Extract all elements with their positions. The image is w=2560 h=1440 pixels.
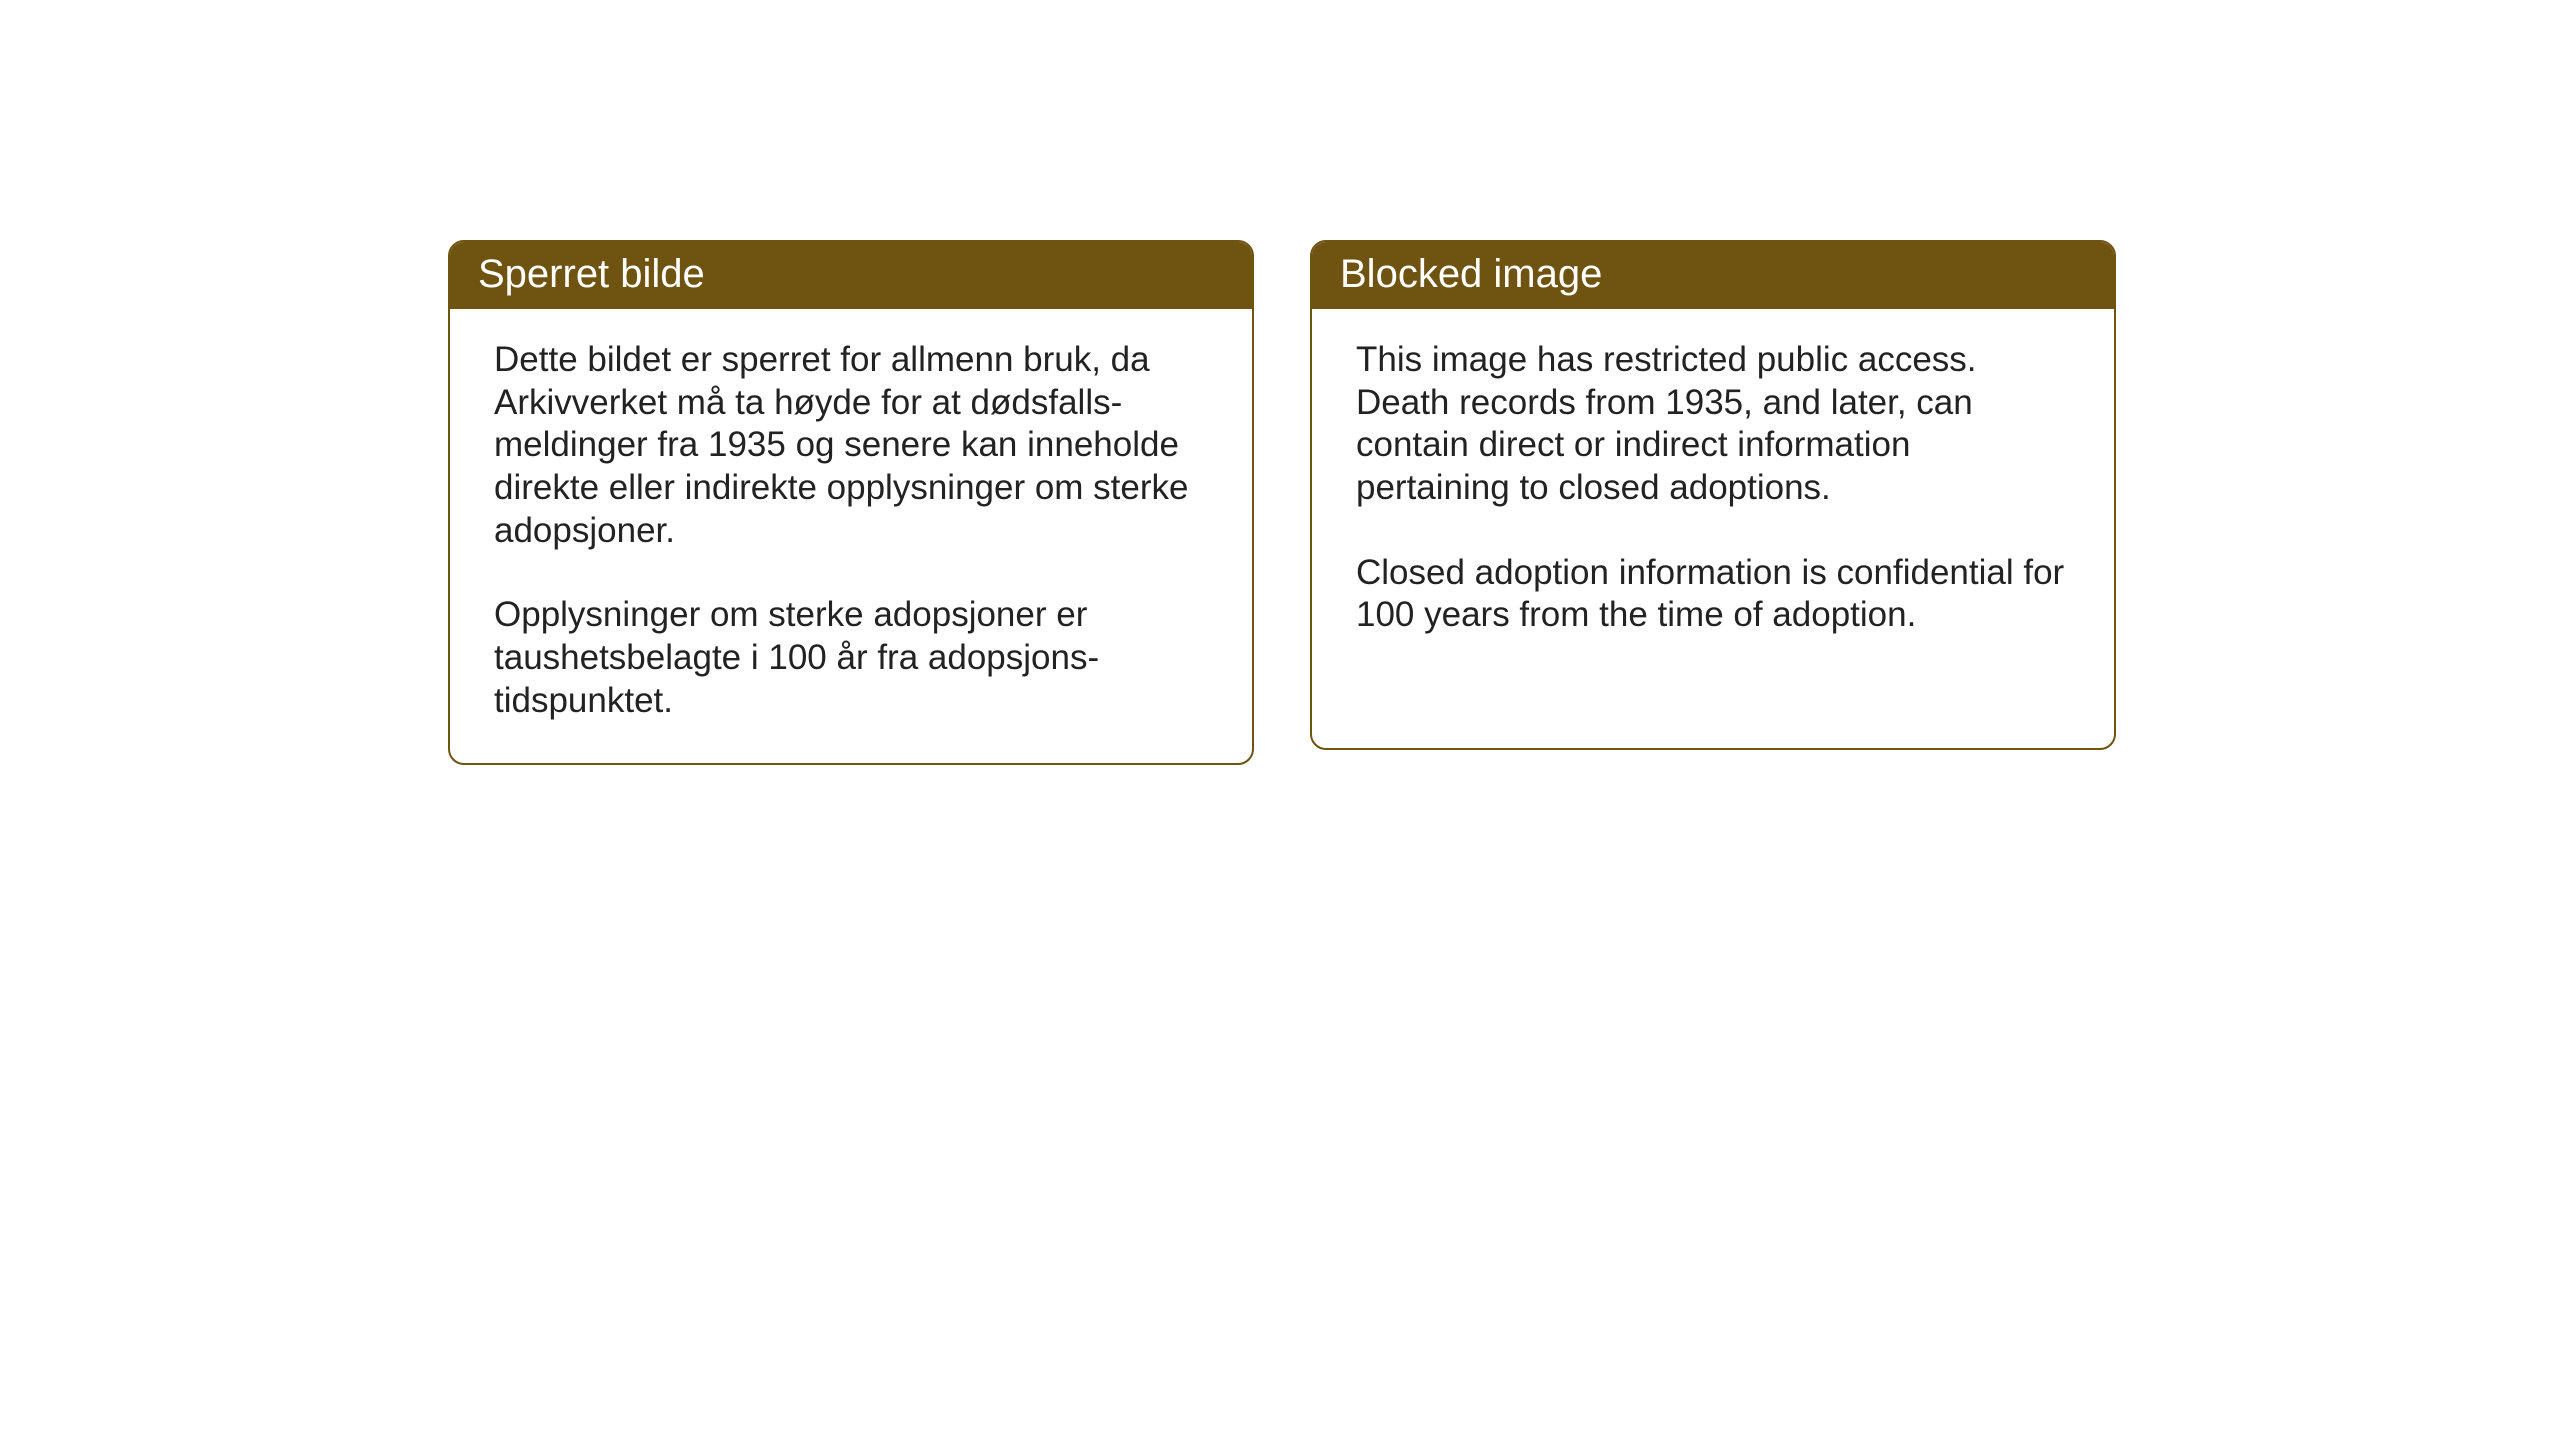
notice-card-english: Blocked image This image has restricted … bbox=[1310, 240, 2116, 750]
card-body-norwegian: Dette bildet er sperret for allmenn bruk… bbox=[450, 309, 1252, 763]
paragraph-text: Closed adoption information is confident… bbox=[1356, 552, 2070, 637]
card-header-norwegian: Sperret bilde bbox=[450, 242, 1252, 309]
paragraph-text: Dette bildet er sperret for allmenn bruk… bbox=[494, 339, 1208, 552]
paragraph-text: This image has restricted public access.… bbox=[1356, 339, 2070, 510]
card-header-english: Blocked image bbox=[1312, 242, 2114, 309]
notice-card-norwegian: Sperret bilde Dette bildet er sperret fo… bbox=[448, 240, 1254, 765]
card-body-english: This image has restricted public access.… bbox=[1312, 309, 2114, 677]
notice-container: Sperret bilde Dette bildet er sperret fo… bbox=[448, 240, 2116, 765]
paragraph-text: Opplysninger om sterke adopsjoner er tau… bbox=[494, 594, 1208, 722]
